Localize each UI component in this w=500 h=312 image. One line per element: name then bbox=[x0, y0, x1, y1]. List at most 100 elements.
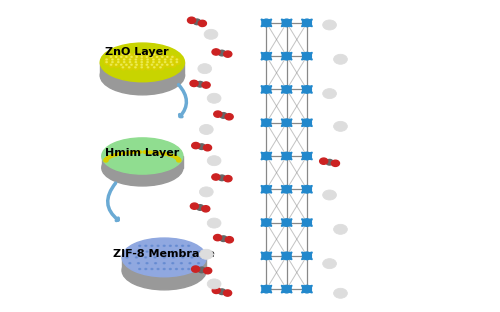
Ellipse shape bbox=[138, 151, 141, 153]
Polygon shape bbox=[264, 54, 272, 60]
Ellipse shape bbox=[176, 158, 180, 161]
Ellipse shape bbox=[158, 61, 162, 65]
Ellipse shape bbox=[262, 219, 271, 226]
Ellipse shape bbox=[156, 56, 158, 57]
Ellipse shape bbox=[198, 263, 200, 264]
Ellipse shape bbox=[164, 62, 166, 63]
Polygon shape bbox=[284, 121, 292, 126]
Ellipse shape bbox=[110, 56, 112, 57]
Polygon shape bbox=[284, 285, 292, 291]
Ellipse shape bbox=[262, 19, 271, 27]
Ellipse shape bbox=[166, 64, 168, 65]
Ellipse shape bbox=[169, 61, 174, 65]
Ellipse shape bbox=[204, 268, 212, 274]
Ellipse shape bbox=[334, 121, 347, 131]
Ellipse shape bbox=[164, 251, 165, 252]
Ellipse shape bbox=[200, 187, 213, 197]
Ellipse shape bbox=[164, 263, 165, 264]
Ellipse shape bbox=[180, 251, 182, 252]
Polygon shape bbox=[302, 88, 310, 93]
Ellipse shape bbox=[146, 53, 151, 57]
Ellipse shape bbox=[140, 61, 145, 65]
Polygon shape bbox=[264, 254, 272, 260]
Ellipse shape bbox=[177, 159, 181, 162]
Polygon shape bbox=[284, 152, 292, 158]
Ellipse shape bbox=[214, 111, 222, 117]
Ellipse shape bbox=[208, 93, 221, 103]
Ellipse shape bbox=[114, 64, 119, 67]
Polygon shape bbox=[282, 86, 290, 91]
Ellipse shape bbox=[220, 236, 227, 241]
Polygon shape bbox=[304, 154, 312, 160]
Ellipse shape bbox=[114, 154, 117, 156]
Polygon shape bbox=[302, 285, 310, 291]
Ellipse shape bbox=[127, 151, 131, 154]
Polygon shape bbox=[264, 52, 272, 58]
Ellipse shape bbox=[110, 155, 114, 157]
Polygon shape bbox=[261, 152, 269, 158]
Ellipse shape bbox=[154, 251, 156, 252]
Polygon shape bbox=[302, 54, 310, 60]
Ellipse shape bbox=[146, 56, 148, 57]
Polygon shape bbox=[284, 219, 292, 224]
Ellipse shape bbox=[172, 56, 173, 57]
Ellipse shape bbox=[164, 61, 168, 65]
Ellipse shape bbox=[152, 66, 158, 70]
Polygon shape bbox=[284, 88, 292, 93]
Ellipse shape bbox=[122, 61, 128, 65]
Ellipse shape bbox=[160, 64, 166, 67]
Ellipse shape bbox=[143, 151, 147, 153]
Ellipse shape bbox=[138, 251, 140, 252]
Polygon shape bbox=[282, 221, 290, 226]
Polygon shape bbox=[302, 219, 310, 224]
Polygon shape bbox=[264, 252, 272, 258]
Ellipse shape bbox=[152, 59, 154, 60]
Ellipse shape bbox=[141, 59, 142, 60]
Ellipse shape bbox=[302, 219, 312, 226]
Ellipse shape bbox=[182, 268, 184, 270]
Ellipse shape bbox=[194, 19, 200, 25]
Ellipse shape bbox=[138, 268, 140, 270]
Polygon shape bbox=[261, 52, 269, 58]
Ellipse shape bbox=[220, 113, 227, 118]
Ellipse shape bbox=[131, 64, 132, 65]
Ellipse shape bbox=[198, 251, 200, 252]
Ellipse shape bbox=[182, 245, 184, 246]
Polygon shape bbox=[302, 287, 310, 293]
Ellipse shape bbox=[116, 56, 117, 57]
Ellipse shape bbox=[136, 56, 138, 57]
Polygon shape bbox=[100, 62, 184, 76]
Ellipse shape bbox=[170, 268, 172, 270]
Ellipse shape bbox=[135, 59, 136, 60]
Ellipse shape bbox=[192, 143, 200, 149]
Ellipse shape bbox=[175, 61, 180, 65]
FancyArrowPatch shape bbox=[178, 85, 186, 117]
Ellipse shape bbox=[162, 64, 163, 65]
Ellipse shape bbox=[170, 56, 175, 59]
Ellipse shape bbox=[204, 29, 218, 39]
Ellipse shape bbox=[110, 61, 116, 65]
Polygon shape bbox=[302, 252, 310, 258]
Ellipse shape bbox=[120, 64, 124, 67]
Ellipse shape bbox=[225, 114, 233, 120]
Ellipse shape bbox=[212, 287, 220, 294]
Polygon shape bbox=[284, 287, 292, 293]
Ellipse shape bbox=[302, 119, 312, 126]
Ellipse shape bbox=[157, 245, 159, 246]
Ellipse shape bbox=[106, 59, 108, 60]
Ellipse shape bbox=[148, 151, 152, 154]
Ellipse shape bbox=[140, 53, 145, 57]
Ellipse shape bbox=[141, 54, 142, 55]
Polygon shape bbox=[264, 186, 272, 191]
Ellipse shape bbox=[204, 144, 212, 151]
Ellipse shape bbox=[322, 89, 336, 99]
Ellipse shape bbox=[126, 64, 127, 65]
Ellipse shape bbox=[104, 58, 110, 62]
Ellipse shape bbox=[164, 268, 165, 270]
Ellipse shape bbox=[326, 159, 333, 165]
Ellipse shape bbox=[262, 252, 271, 260]
Polygon shape bbox=[261, 188, 269, 193]
Polygon shape bbox=[284, 21, 292, 27]
Polygon shape bbox=[302, 221, 310, 226]
Ellipse shape bbox=[104, 61, 110, 65]
